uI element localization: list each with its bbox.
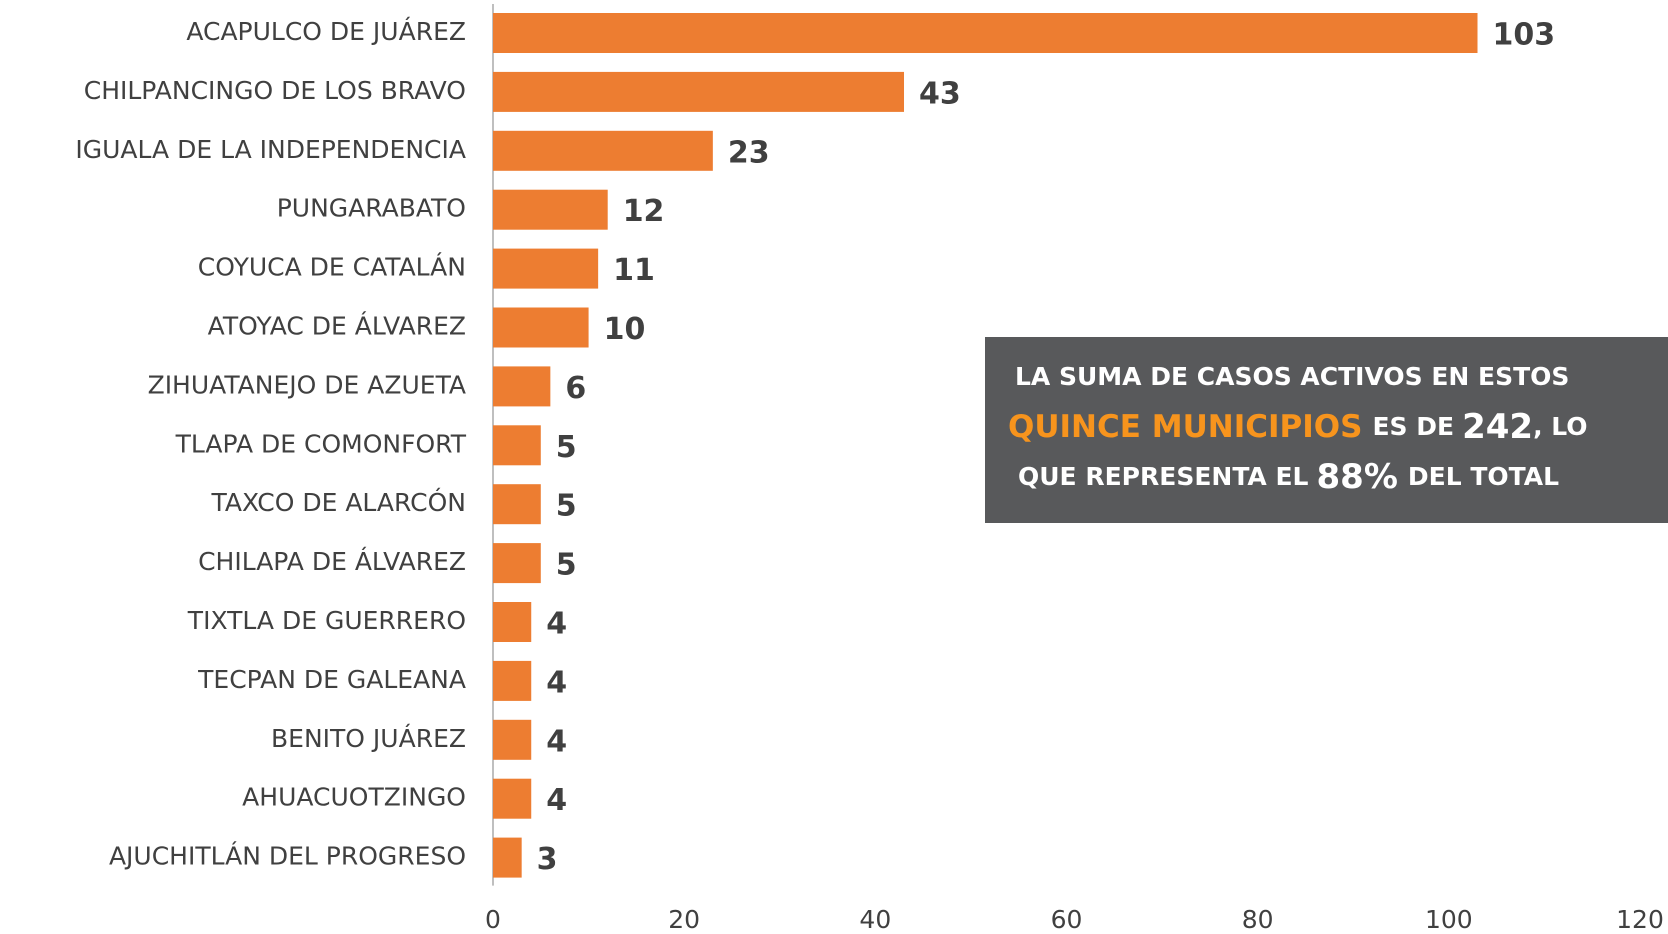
y-tick-label: ATOYAC DE ÁLVAREZ <box>208 312 466 341</box>
x-tick-label: 80 <box>1242 905 1274 934</box>
value-label: 6 <box>565 371 586 406</box>
x-tick-label: 120 <box>1616 905 1664 934</box>
bar <box>493 837 522 878</box>
annotation-line: QUINCE MUNICIPIOS ES DE 242, LO <box>1008 407 1588 447</box>
bar <box>493 660 532 701</box>
annotation-text: DEL TOTAL <box>1408 462 1559 491</box>
annotation-line: QUE REPRESENTA EL 88% DEL TOTAL <box>1018 457 1559 497</box>
annotation-number: 88% <box>1317 457 1398 497</box>
value-label: 4 <box>546 665 567 700</box>
value-label: 103 <box>1493 18 1556 53</box>
bar <box>493 602 532 642</box>
annotation-line: LA SUMA DE CASOS ACTIVOS EN ESTOS <box>1015 362 1569 391</box>
bar <box>493 425 541 466</box>
y-tick-label: ZIHUATANEJO DE AZUETA <box>148 370 466 399</box>
value-label: 5 <box>556 489 577 524</box>
annotation-text: , LO <box>1533 412 1588 441</box>
y-tick-label: COYUCA DE CATALÁN <box>198 253 466 282</box>
value-label: 3 <box>537 842 558 877</box>
y-tick-label: PUNGARABATO <box>277 194 466 223</box>
value-label: 10 <box>604 312 646 347</box>
bar <box>493 484 541 525</box>
annotation-text: QUE REPRESENTA EL <box>1018 462 1309 491</box>
y-tick-label: IGUALA DE LA INDEPENDENCIA <box>75 135 466 164</box>
bar <box>493 248 599 289</box>
annotation-text: ES DE <box>1372 412 1454 441</box>
value-label: 4 <box>546 783 567 818</box>
bar <box>493 71 905 112</box>
y-tick-label: BENITO JUÁREZ <box>271 724 466 753</box>
x-tick-label: 60 <box>1051 905 1083 934</box>
value-label: 5 <box>556 430 577 465</box>
x-tick-label: 0 <box>485 905 501 934</box>
bar <box>493 130 713 171</box>
value-label: 5 <box>556 548 577 583</box>
bar <box>493 543 541 584</box>
x-tick-label: 100 <box>1425 905 1473 934</box>
y-tick-label: TAXCO DE ALARCÓN <box>211 487 466 517</box>
x-tick-label: 20 <box>668 905 700 934</box>
y-tick-label: TECPAN DE GALEANA <box>197 665 466 694</box>
value-label: 23 <box>728 135 770 170</box>
y-tick-label: CHILPANCINGO DE LOS BRAVO <box>84 76 466 105</box>
y-tick-label: ACAPULCO DE JUÁREZ <box>186 17 466 46</box>
y-tick-label: AJUCHITLÁN DEL PROGRESO <box>109 842 466 871</box>
value-label: 12 <box>623 194 665 229</box>
annotation: LA SUMA DE CASOS ACTIVOS EN ESTOS QUINCE… <box>985 337 1668 523</box>
bar <box>493 778 532 819</box>
annotation-highlight: QUINCE MUNICIPIOS <box>1008 409 1362 445</box>
y-tick-label: AHUACUOTZINGO <box>242 783 466 812</box>
annotation-box <box>985 337 1668 523</box>
value-label: 4 <box>546 607 567 642</box>
value-label: 43 <box>919 76 961 111</box>
bar <box>493 719 532 760</box>
bar <box>493 13 1478 53</box>
bar <box>493 307 589 348</box>
y-tick-label: CHILAPA DE ÁLVAREZ <box>198 547 466 576</box>
annotation-number: 242 <box>1462 407 1533 447</box>
bar <box>493 189 608 230</box>
y-tick-label: TIXTLA DE GUERRERO <box>187 606 466 635</box>
value-label: 11 <box>613 253 655 288</box>
y-tick-label: TLAPA DE COMONFORT <box>175 429 467 458</box>
value-label: 4 <box>546 724 567 759</box>
bar <box>493 366 551 407</box>
x-tick-label: 40 <box>859 905 891 934</box>
